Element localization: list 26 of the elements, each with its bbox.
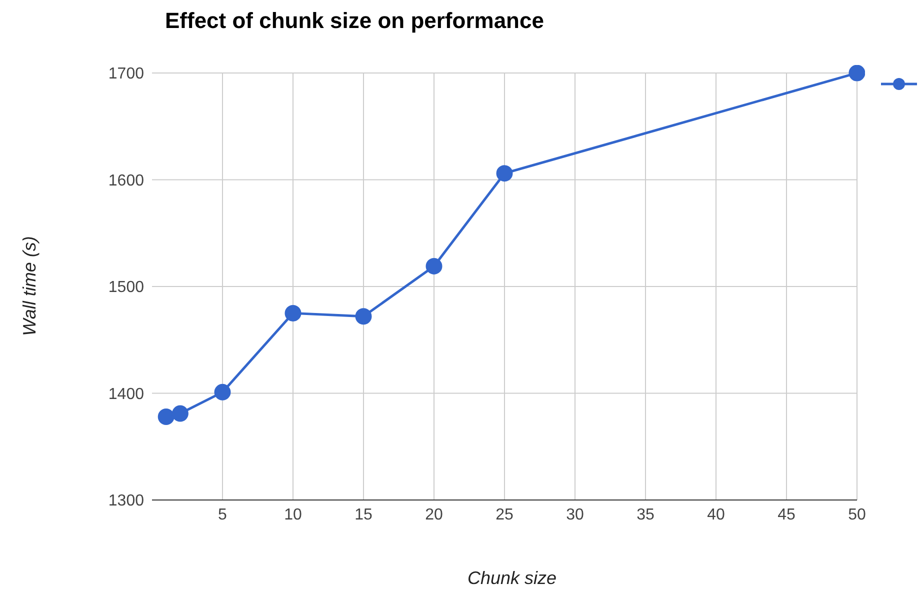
point — [426, 258, 442, 274]
x-tick-label: 40 — [707, 506, 725, 524]
x-tick-label: 35 — [636, 506, 654, 524]
x-tick-label: 30 — [566, 506, 584, 524]
y-axis-title: Wall time (s) — [20, 236, 40, 336]
y-tick-label: 1500 — [108, 279, 144, 296]
point — [284, 304, 302, 322]
point — [355, 308, 372, 325]
chart-title: Effect of chunk size on performance — [165, 8, 544, 34]
point — [214, 384, 231, 400]
y-tick-label: 1700 — [108, 66, 144, 83]
x-tick-label: 20 — [425, 506, 443, 524]
x-tick-label: 25 — [496, 506, 514, 524]
x-axis-title: Chunk size — [466, 568, 558, 589]
point — [496, 165, 513, 182]
point — [158, 408, 174, 425]
y-tick-label: 1600 — [108, 172, 144, 190]
x-tick-label: 10 — [284, 506, 302, 524]
point — [172, 405, 188, 422]
y-tick-label: 1400 — [108, 386, 144, 403]
point — [848, 65, 865, 82]
x-tick-label: 50 — [848, 506, 866, 524]
y-tick-label: 1300 — [108, 492, 144, 510]
x-tick-label: 15 — [354, 506, 372, 524]
x-tick-label: 45 — [778, 506, 796, 524]
x-tick-label: 5 — [218, 506, 228, 524]
